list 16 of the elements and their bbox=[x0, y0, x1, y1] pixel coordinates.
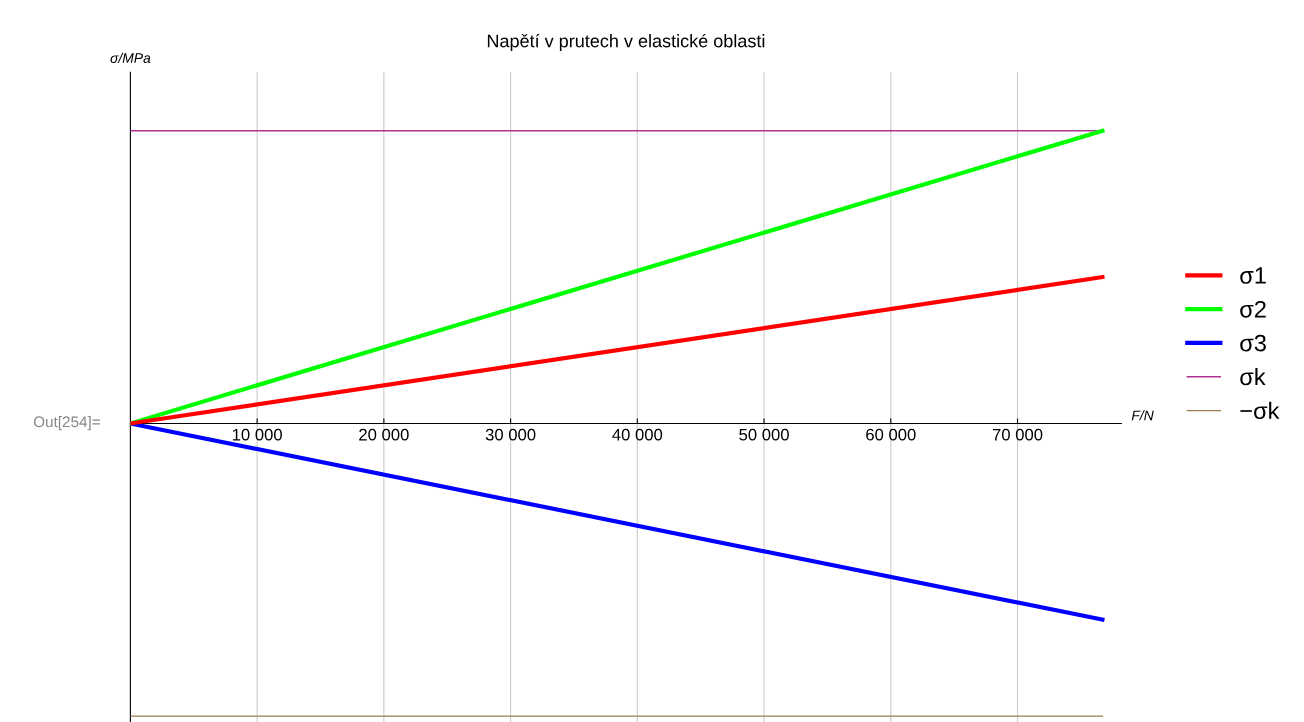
legend-label: −σk bbox=[1240, 401, 1280, 420]
text: Out[254]= bbox=[33, 415, 100, 431]
x-tick-label: 70 000 bbox=[992, 428, 1043, 441]
x-axis-title: F/N bbox=[1131, 410, 1154, 421]
x-tick-label: 10 000 bbox=[232, 428, 282, 441]
legend-label: σ3 bbox=[1240, 334, 1266, 352]
legend-label: σ1 bbox=[1240, 267, 1266, 284]
x-tick-label: 50 000 bbox=[739, 428, 789, 441]
chart-title: Napětí v prutech v elastické oblasti bbox=[487, 33, 765, 51]
x-tick-label: 60 000 bbox=[866, 428, 916, 441]
legend-label: σk bbox=[1240, 367, 1266, 386]
legend-label: σ2 bbox=[1240, 300, 1266, 318]
x-tick-label: 30 000 bbox=[485, 428, 536, 441]
x-tick-label: 20 000 bbox=[359, 428, 409, 441]
y-axis-title: σ/MPa bbox=[110, 52, 151, 63]
x-tick-label: 40 000 bbox=[612, 428, 663, 441]
